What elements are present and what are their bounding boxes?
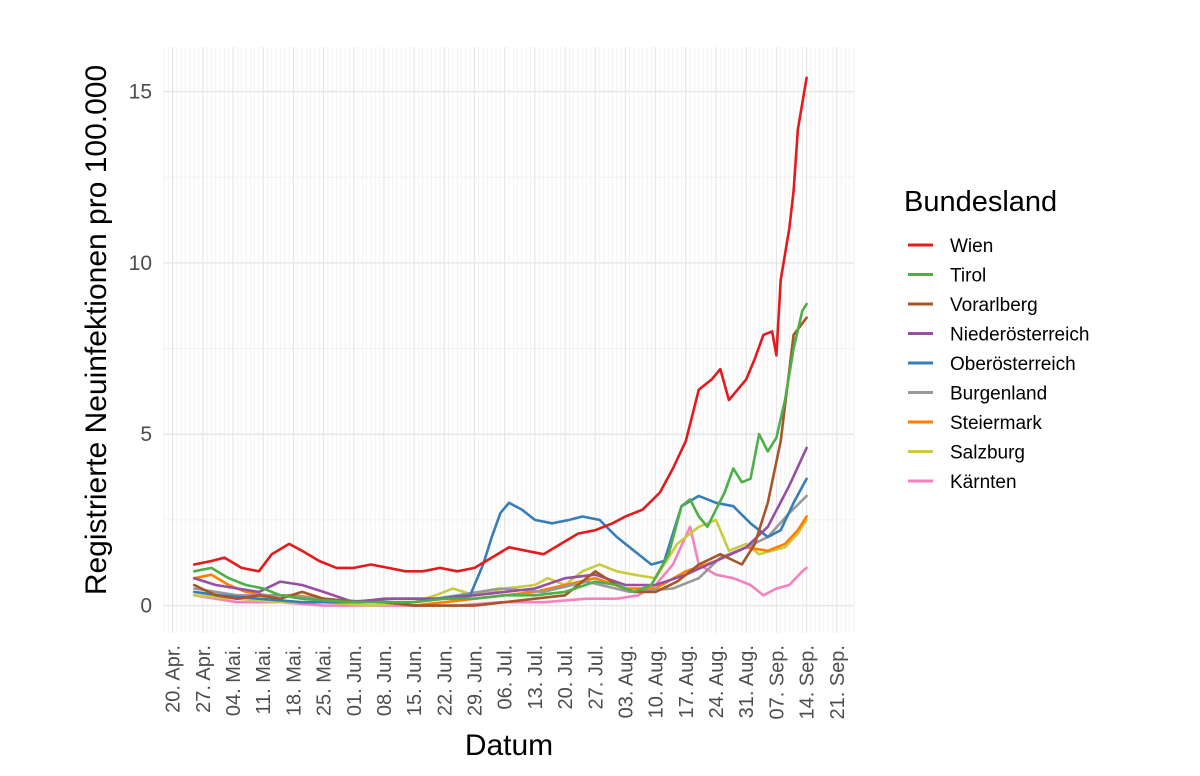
x-tick-label: 07. Sep. [766, 645, 788, 720]
y-tick-label: 0 [140, 595, 152, 618]
x-tick-label: 11. Mai. [253, 645, 275, 715]
legend: Bundesland Wien Tirol Vorarlberg Niederöste… [904, 186, 1089, 493]
x-tick-label: 04. Mai. [223, 645, 245, 716]
x-tick-label: 13. Jul. [525, 645, 547, 709]
y-axis-title: Registrierte Neuinfektionen pro 100.000 [80, 65, 113, 595]
x-tick-label: 18. Mai. [283, 645, 305, 716]
legend-label: Burgenland [950, 384, 1047, 405]
x-tick-label: 27. Jul. [585, 645, 607, 709]
series-line [192, 76, 808, 573]
x-tick-label: 14. Sep. [797, 645, 819, 720]
x-tick-label: 17. Aug. [676, 645, 698, 718]
series-line [192, 446, 808, 604]
x-tick-label: 01. Jun. [344, 645, 366, 716]
y-tick-label: 15 [129, 81, 152, 104]
grid [163, 47, 855, 633]
legend-items: Wien Tirol Vorarlberg Niederösterreich Oberö… [908, 236, 1089, 493]
x-tick-label: 25. Mai. [314, 645, 336, 716]
x-tick-label: 10. Aug. [646, 645, 668, 718]
legend-label: Vorarlberg [950, 295, 1038, 316]
series-lines [192, 76, 808, 607]
series-line [192, 302, 808, 604]
legend-label: Niederösterreich [950, 325, 1089, 346]
series-line [192, 316, 808, 607]
x-tick-label: 06. Jul. [495, 645, 517, 709]
x-tick-label: 20. Apr. [163, 645, 185, 713]
x-tick-label: 24. Aug. [706, 645, 728, 718]
legend-label: Tirol [950, 266, 986, 287]
legend-label: Salzburg [950, 443, 1025, 464]
y-tick-label: 5 [140, 423, 152, 446]
y-tick-label: 10 [129, 252, 152, 275]
x-tick-label: 27. Apr. [193, 645, 215, 713]
legend-label: Steiermark [950, 413, 1042, 434]
legend-label: Wien [950, 236, 993, 257]
x-tick-label: 21. Sep. [827, 645, 849, 720]
y-axis-ticks: 0 5 10 15 [129, 81, 152, 618]
x-tick-label: 15. Jun. [404, 645, 426, 716]
x-tick-label: 08. Jun. [374, 645, 396, 716]
x-tick-label: 22. Jun. [434, 645, 456, 716]
legend-label: Oberösterreich [950, 354, 1076, 375]
x-axis-ticks: 20. Apr. 27. Apr. 04. Mai. 11. Mai. 18. Mai.… [163, 645, 849, 720]
x-tick-label: 20. Jul. [555, 645, 577, 709]
legend-label: Kärnten [950, 472, 1017, 493]
x-axis-title: Datum [465, 729, 553, 762]
legend-title: Bundesland [904, 186, 1057, 218]
x-tick-label: 31. Aug. [736, 645, 758, 718]
x-tick-label: 03. Aug. [615, 645, 637, 718]
x-tick-label: 29. Jun. [465, 645, 487, 716]
